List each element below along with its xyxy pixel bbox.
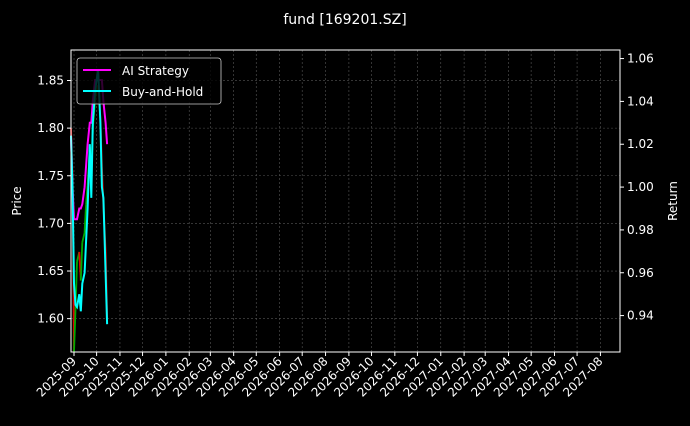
- price-segment: [81, 232, 86, 243]
- legend: AI Strategy Buy-and-Hold: [76, 57, 222, 105]
- legend-label-buy-and-hold: Buy-and-Hold: [122, 85, 203, 99]
- y-tick-label-left: 1.80: [37, 121, 64, 135]
- price-segment: [79, 242, 84, 281]
- plot-area: [70, 69, 109, 353]
- y-axis-right: 0.94 0.96 0.98 1.00 1.02 1.04 1.06: [620, 52, 654, 323]
- y-label-right: Return: [666, 181, 680, 221]
- y-tick-label-left: 1.65: [37, 264, 64, 278]
- price-segment: [83, 204, 87, 233]
- y-tick-label-right: 0.98: [627, 223, 654, 237]
- y-axis-left: 1.60 1.65 1.70 1.75 1.80 1.85: [37, 73, 71, 326]
- y-tick-label-right: 0.96: [627, 266, 654, 280]
- y-tick-label-right: 1.06: [627, 52, 654, 66]
- grid: [71, 50, 620, 352]
- y-tick-label-right: 1.04: [627, 94, 654, 108]
- y-tick-label-left: 1.60: [37, 312, 64, 326]
- legend-label-ai-strategy: AI Strategy: [122, 64, 189, 78]
- y-tick-label-right: 0.94: [627, 309, 654, 323]
- x-axis: 2025-092025-102025-112025-122026-012026-…: [34, 352, 606, 400]
- y-tick-label-left: 1.70: [37, 216, 64, 230]
- y-tick-label-left: 1.85: [37, 73, 64, 87]
- chart-title: fund [169201.SZ]: [283, 12, 406, 28]
- y-tick-label-right: 1.00: [627, 180, 654, 194]
- y-tick-label-left: 1.75: [37, 169, 64, 183]
- price-segment: [73, 309, 77, 353]
- y-tick-label-right: 1.02: [627, 137, 654, 151]
- plot-frame: [70, 49, 621, 353]
- series-line-buy-and-hold: [70, 69, 109, 325]
- legend-box: [76, 57, 222, 105]
- y-label-left: Price: [10, 186, 24, 215]
